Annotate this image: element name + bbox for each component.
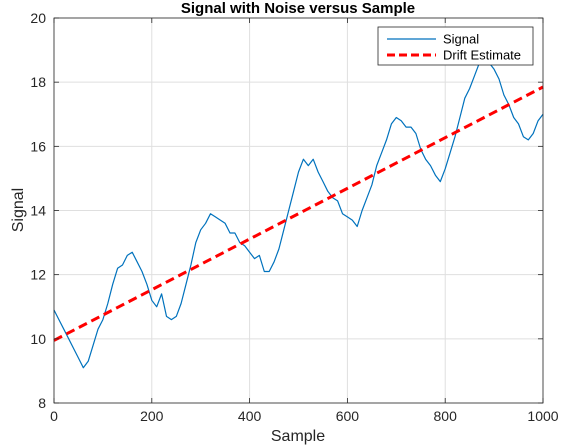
series-layer — [53, 55, 544, 369]
y-tick-label: 12 — [30, 267, 46, 283]
grid-lines — [53, 17, 544, 404]
signal-line — [53, 55, 544, 369]
legend-signal-label: Signal — [443, 32, 479, 47]
y-tick-label: 20 — [30, 10, 46, 26]
y-axis-label: Signal — [10, 188, 27, 232]
x-tick-label: 800 — [434, 408, 458, 424]
x-tick-label: 0 — [50, 408, 58, 424]
x-tick-label: 1000 — [527, 408, 558, 424]
legend-box — [377, 26, 534, 66]
legend: Signal Drift Estimate — [377, 26, 534, 66]
x-tick-labels: 0 200 400 600 800 1000 — [50, 408, 559, 424]
tick-marks — [53, 17, 544, 404]
x-tick-label: 600 — [336, 408, 360, 424]
x-tick-label: 200 — [140, 408, 164, 424]
legend-drift-label: Drift Estimate — [443, 48, 521, 63]
y-tick-label: 14 — [30, 203, 46, 219]
x-tick-label: 400 — [238, 408, 262, 424]
chart-title: Signal with Noise versus Sample — [181, 0, 415, 17]
y-tick-label: 16 — [30, 138, 46, 154]
drift-estimate-line — [53, 85, 544, 342]
y-tick-labels: 8 10 12 14 16 18 20 — [30, 10, 46, 411]
y-tick-label: 18 — [30, 74, 46, 90]
y-tick-label: 10 — [30, 331, 46, 347]
y-tick-label: 8 — [38, 395, 46, 411]
x-axis-label: Sample — [271, 428, 325, 445]
